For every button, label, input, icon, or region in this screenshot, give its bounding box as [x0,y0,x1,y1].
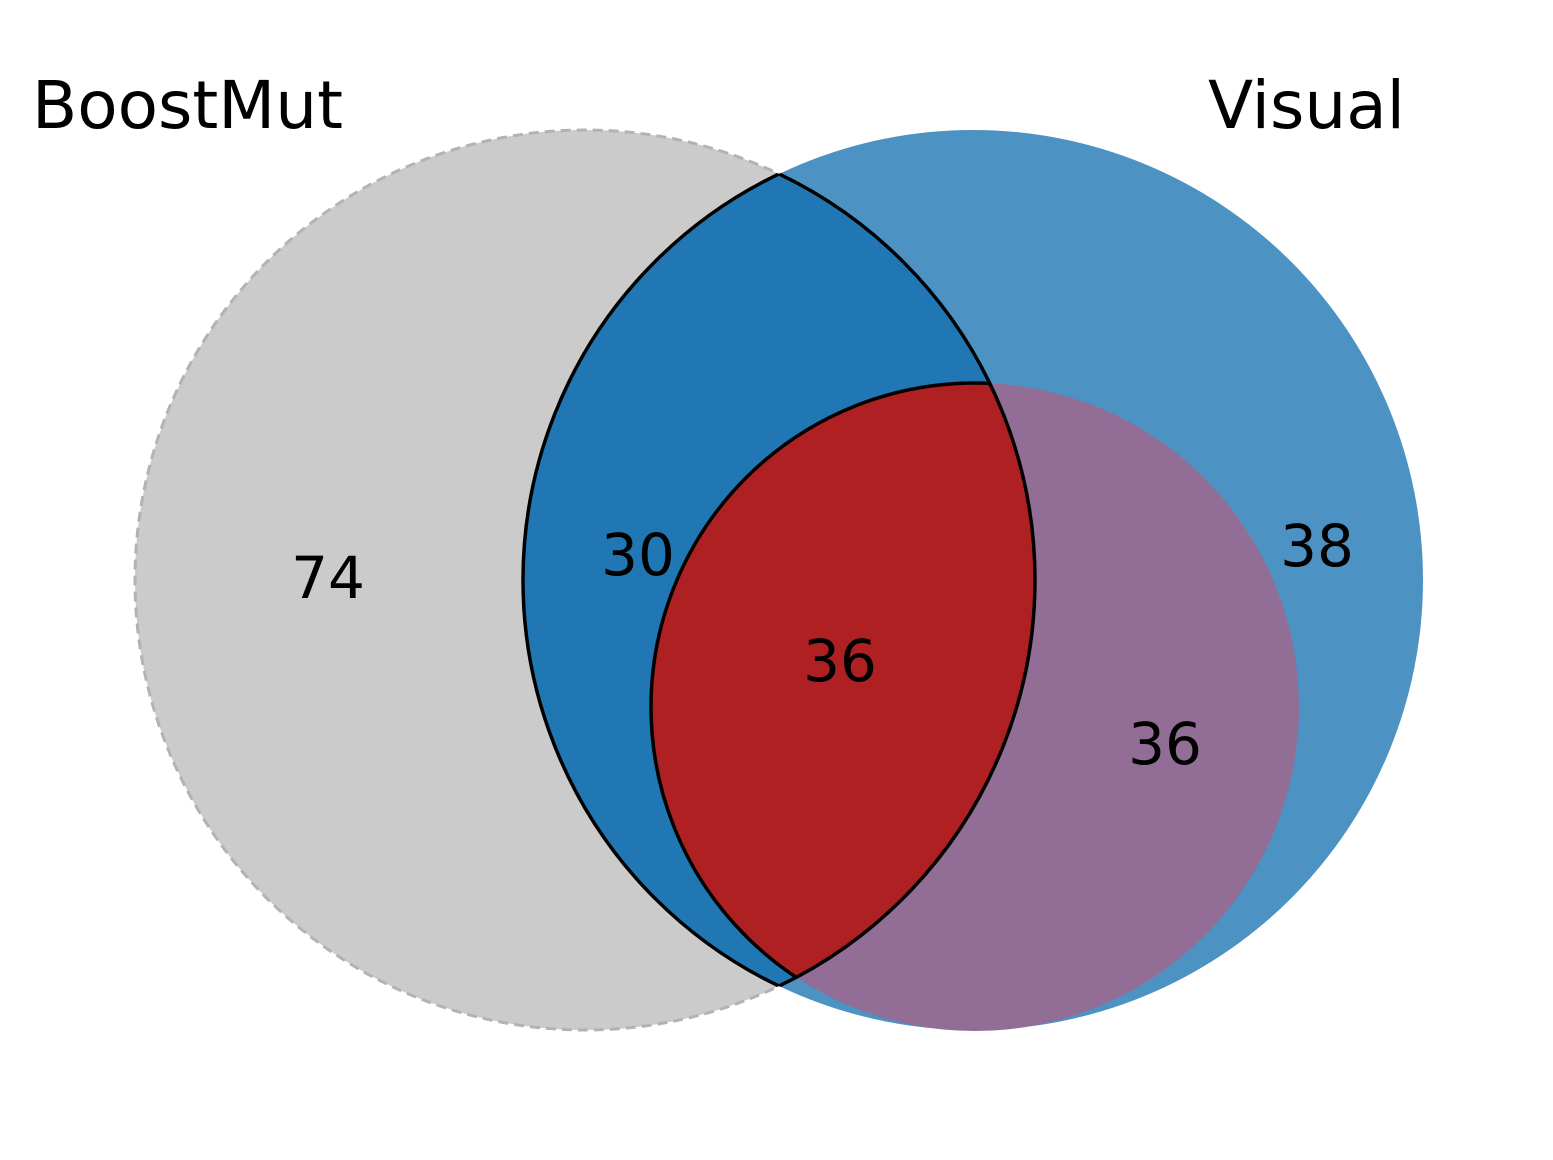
core-outline [649,381,1035,1030]
visual-set-label: Visual [1208,67,1405,144]
boostmut-set-label: BoostMut [32,67,343,144]
boostmut-visual-outer-count: 30 [601,521,675,589]
inner-visual-only-count: 36 [1128,710,1202,778]
visual-only-count: 38 [1280,512,1354,580]
core-count: 36 [803,627,877,695]
overlap-outline [521,130,1037,1030]
boostmut-only-count: 74 [291,544,365,612]
core-overlap [651,383,1035,1030]
